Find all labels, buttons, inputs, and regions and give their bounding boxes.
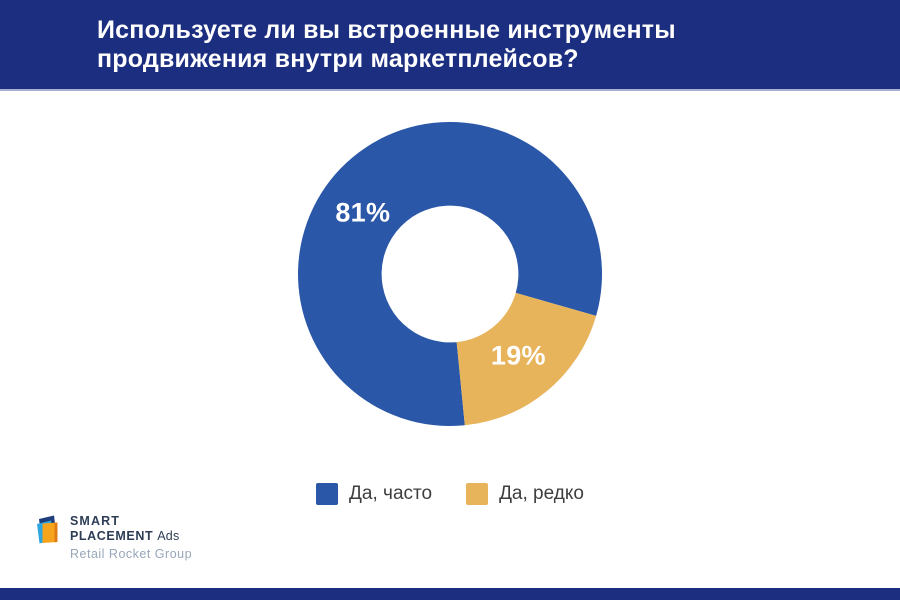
donut-slice-1 [456,292,597,426]
slice-label-0: 81% [335,197,391,228]
legend-label-0: Да, часто [349,483,433,504]
legend-swatch-1 [466,483,489,505]
legend-item-0: Да, часто [316,483,432,505]
donut-svg [298,122,602,426]
slice-label-1: 19% [490,340,546,370]
logo-line-placement: PLACEMENT Ads [70,529,192,544]
logo-text: SMART PLACEMENT Ads Retail Rocket Group [70,514,192,561]
logo-ads-text: Ads [157,529,180,543]
chart-legend: Да, часто Да, редко [0,483,900,505]
chart-title-line-2: продвижения внутри маркетплейсов? [97,45,579,73]
chart-title-line-1: Используете ли вы встроенные инструменты [97,16,676,44]
logo-line-smart: SMART [70,514,120,528]
donut-slice-0 [298,122,602,426]
brand-logo: SMART PLACEMENT Ads Retail Rocket Group [34,514,192,561]
donut-chart: 81% 19% [298,122,602,426]
legend-item-1: Да, редко [466,483,584,505]
logo-subtitle: Retail Rocket Group [70,547,193,561]
footer-bar [0,588,900,600]
logo-placement-text: PLACEMENT [70,529,154,543]
title-banner: Используете ли вы встроенные инструменты… [0,0,900,91]
legend-swatch-0 [316,483,339,505]
legend-label-1: Да, редко [499,483,584,504]
logo-icon [37,515,58,544]
